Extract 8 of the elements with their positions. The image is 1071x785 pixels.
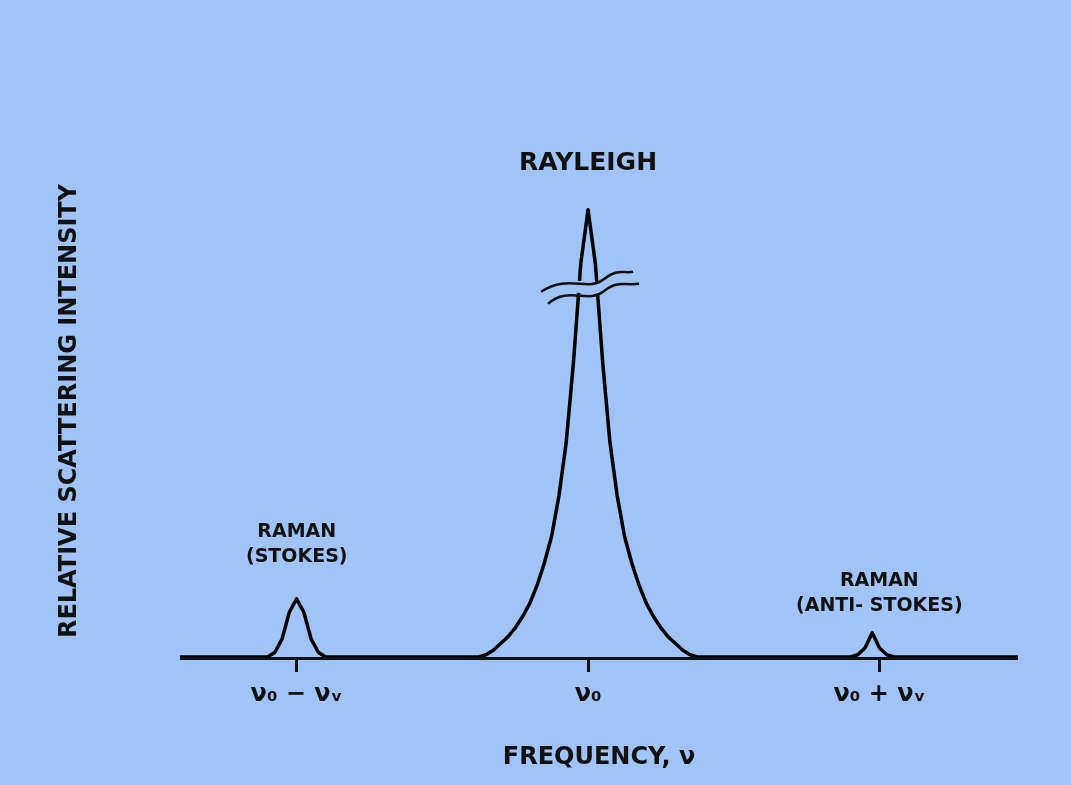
x-tick-label: ν₀: [574, 678, 602, 707]
x-tick-label: ν₀ + νᵥ: [833, 678, 926, 707]
annotation: RAMAN (STOKES): [246, 519, 348, 566]
x-tick-label: ν₀ − νᵥ: [250, 678, 343, 707]
text: RAYLEIGH: [519, 147, 658, 176]
y-axis-title: RELATIVE SCATTERING INTENSITY: [54, 183, 83, 639]
annotation: RAMAN (ANTI- STOKES): [796, 568, 963, 615]
x-axis-title: FREQUENCY, ν: [502, 742, 696, 771]
